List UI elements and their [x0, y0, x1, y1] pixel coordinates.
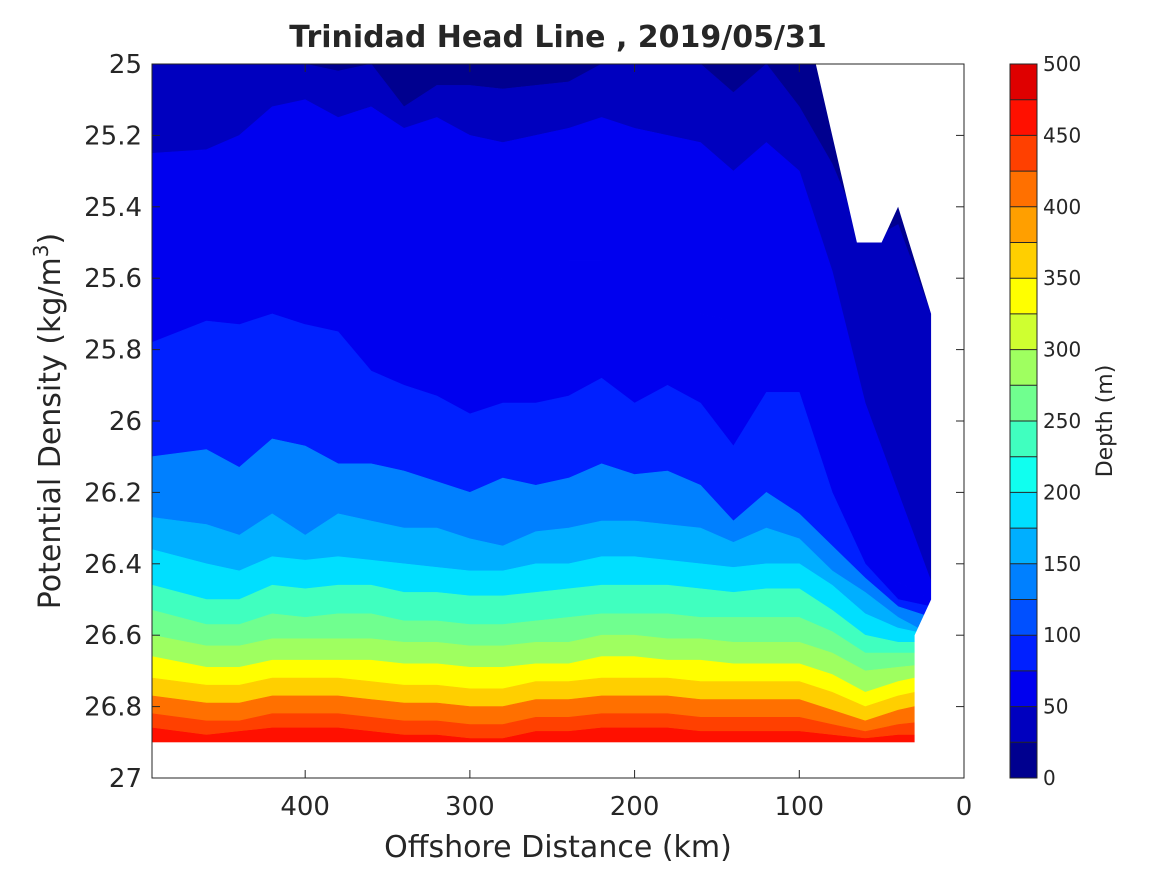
y-tick-label: 26: [109, 407, 142, 437]
x-tick-label: 200: [610, 792, 660, 822]
y-axis-label-superscript: 3: [29, 244, 53, 257]
colorbar-swatch: [1010, 670, 1037, 707]
y-tick-label: 25: [109, 50, 142, 80]
x-axis: 400 300 200 100 0: [280, 64, 972, 822]
colorbar-swatch: [1010, 64, 1037, 100]
colorbar-tick-label: 400: [1043, 195, 1081, 219]
colorbar-swatch: [1010, 706, 1037, 743]
colorbar-swatch: [1010, 528, 1037, 564]
colorbar-swatch: [1010, 635, 1037, 671]
x-axis-label: Offshore Distance (km): [384, 830, 732, 865]
colorbar-swatch: [1010, 349, 1037, 386]
plot-area: [151, 63, 965, 779]
y-tick-label: 27: [109, 764, 142, 794]
colorbar-tick-label: 50: [1043, 695, 1068, 719]
colorbar-swatch: [1010, 135, 1037, 172]
chart-title: Trinidad Head Line , 2019/05/31: [289, 20, 826, 55]
colorbar-tick-label: 300: [1043, 338, 1081, 362]
x-tick-label: 100: [774, 792, 824, 822]
x-tick-label: 300: [445, 792, 495, 822]
y-tick-label: 25.6: [84, 264, 142, 294]
x-tick-label: 0: [956, 792, 973, 822]
colorbar-swatch: [1010, 563, 1037, 600]
y-tick-label: 25.8: [84, 336, 142, 366]
y-axis-label: Potential Density (kg/m3): [29, 233, 68, 609]
colorbar-swatch: [1010, 278, 1037, 314]
y-tick-label: 26.2: [84, 478, 142, 508]
colorbar-tick-label: 350: [1043, 266, 1081, 290]
colorbar-swatch: [1010, 99, 1037, 136]
y-axis-label-text: Potential Density (kg/m: [33, 257, 68, 609]
colorbar-tick-label: 450: [1043, 123, 1081, 147]
colorbar-tick-label: 500: [1043, 52, 1081, 76]
colorbar-swatch: [1010, 206, 1037, 243]
colorbar-tick-label: 0: [1043, 766, 1056, 790]
y-tick-label: 26.6: [84, 621, 142, 651]
colorbar-tick-label: 150: [1043, 552, 1081, 576]
colorbar-swatch: [1010, 242, 1037, 279]
colorbar-tick-label: 100: [1043, 623, 1081, 647]
y-axis-label-close: ): [33, 233, 68, 245]
y-tick-label: 25.2: [84, 121, 142, 151]
colorbar-swatch: [1010, 313, 1037, 350]
contour-fill-layer: [152, 64, 964, 778]
colorbar-swatch: [1010, 742, 1037, 778]
no-data-region: [152, 742, 964, 778]
colorbar-tick-label: 250: [1043, 409, 1081, 433]
y-tick-label: 25.4: [84, 193, 142, 223]
colorbar-swatch: [1010, 456, 1037, 493]
colorbar-swatch: [1010, 385, 1037, 421]
colorbar-swatch: [1010, 171, 1037, 207]
nearshore-no-data-region: [815, 64, 964, 778]
colorbar-frame: [1009, 63, 1038, 779]
y-tick-label: 26.4: [84, 550, 142, 580]
x-tick-label: 400: [280, 792, 330, 822]
y-axis: 25 25.2 25.4 25.6 25.8 26 26.2 26.4 26.6 26.8 27: [84, 50, 964, 794]
colorbar: 0 50 100 150 200 250 300 350 400 450 500: [1009, 52, 1081, 790]
colorbar-tick-label: 200: [1043, 480, 1081, 504]
colorbar-swatch: [1010, 492, 1037, 529]
colorbar-swatch: [1010, 421, 1037, 457]
colorbar-label: Depth (m): [1093, 365, 1118, 478]
y-tick-label: 26.8: [84, 693, 142, 723]
colorbar-swatch: [1010, 599, 1037, 636]
